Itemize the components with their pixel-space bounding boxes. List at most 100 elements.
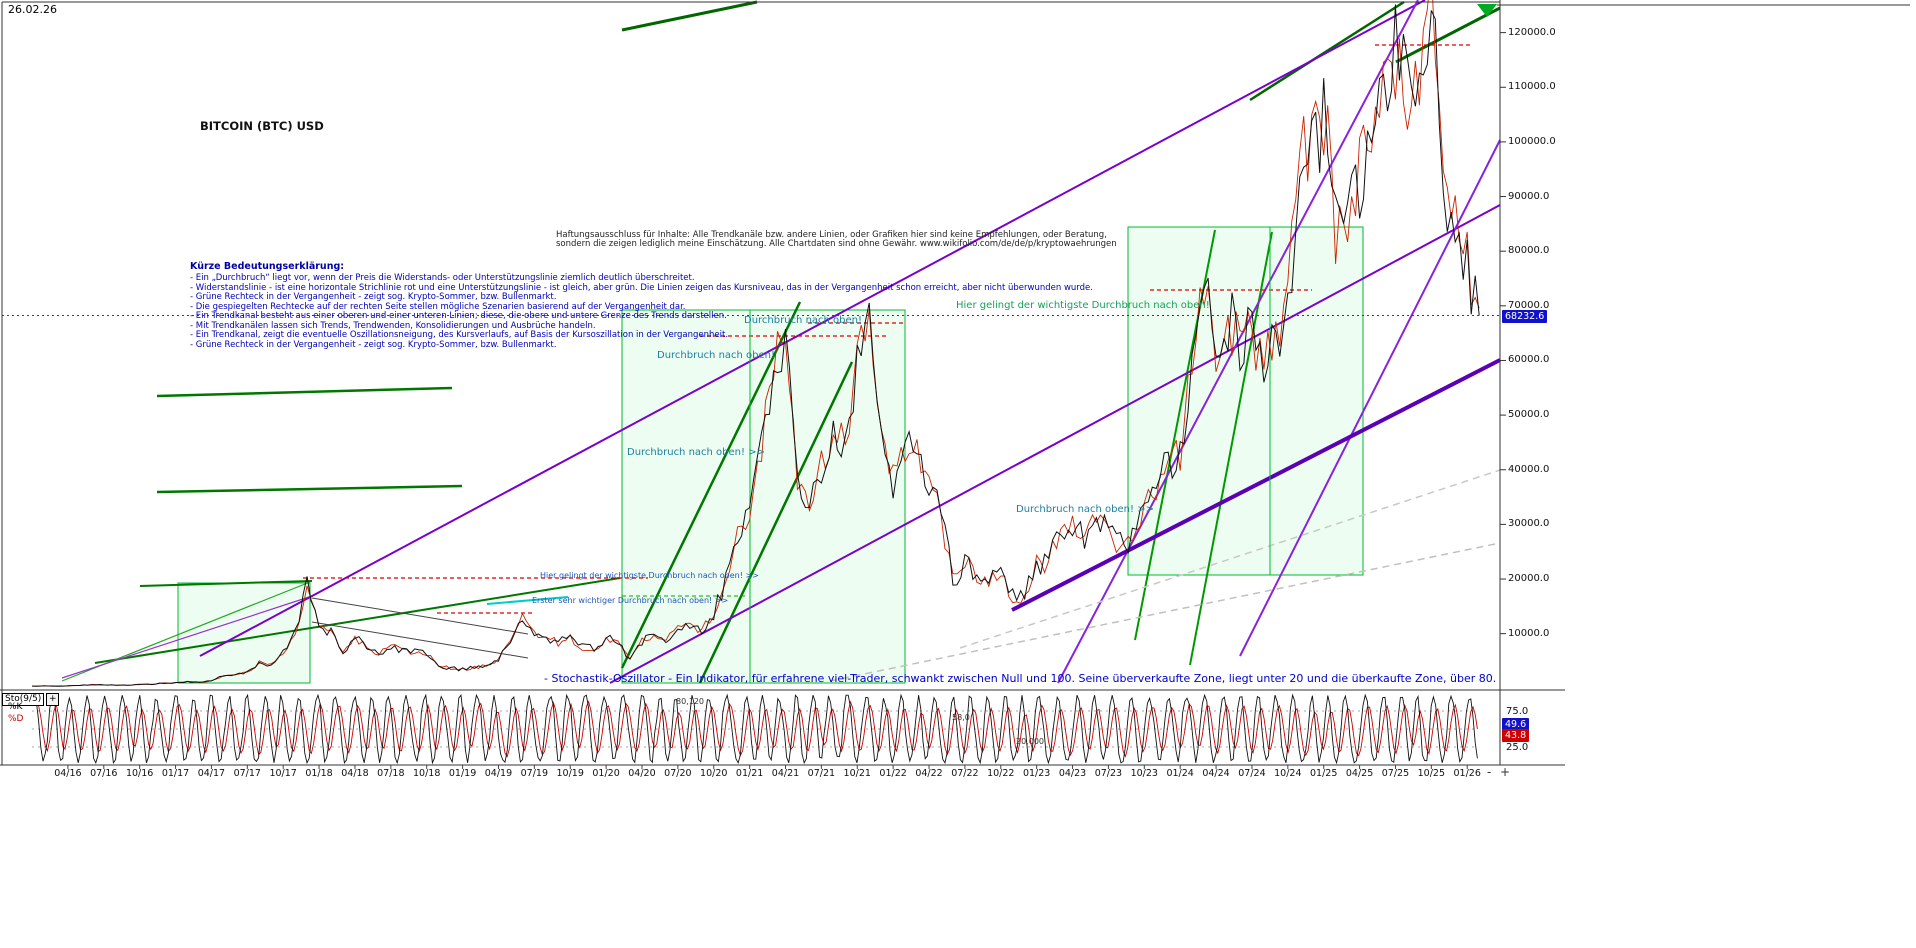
stoch-lower-label: 25.0 <box>1506 742 1529 753</box>
trend-line <box>1011 358 1501 612</box>
trend-line <box>620 301 802 669</box>
indicator-box: Sto(9/5) + <box>2 693 60 706</box>
x-axis-label: 10/17 <box>269 768 297 779</box>
y-axis-label: 70000.0 <box>1508 299 1550 311</box>
x-axis-label: 04/20 <box>628 768 656 779</box>
x-axis-label: 10/25 <box>1417 768 1446 779</box>
breakout-annotation: Hier gelingt der wichtigste Durchbruch n… <box>956 300 1210 311</box>
x-axis-label: 10/16 <box>125 768 154 779</box>
breakout-annotation: Durchbruch nach oben! <box>744 315 863 326</box>
y-axis-label: 120000.0 <box>1508 26 1556 38</box>
legend-line: - Ein Trendkanal, zeigt die eventuelle O… <box>190 330 729 341</box>
y-axis-label: 80000.0 <box>1508 245 1550 257</box>
x-axis-label: 10/23 <box>1130 768 1158 779</box>
breakout-annotation: Durchbruch nach oben! >> <box>1016 504 1154 515</box>
y-axis-label: 90000.0 <box>1508 190 1550 202</box>
breakout-annotation: Hier gelingt der wichtigste Durchbruch n… <box>540 571 759 580</box>
breakout-annotation: Durchbruch nach oben! >> <box>627 447 765 458</box>
y-axis-label: 20000.0 <box>1508 573 1550 585</box>
x-axis-label: 10/21 <box>843 768 871 779</box>
trend-line <box>621 0 758 32</box>
stoch-d-label: %D <box>8 714 24 724</box>
y-axis-label: 50000.0 <box>1508 409 1550 421</box>
x-axis-label: 07/25 <box>1381 768 1410 779</box>
x-axis-label: 07/16 <box>90 768 118 779</box>
y-axis-label: 60000.0 <box>1508 354 1550 366</box>
x-axis-label: 04/21 <box>771 768 800 779</box>
bull-market-rectangle <box>1127 226 1364 576</box>
trend-line <box>61 595 313 679</box>
current-price-tag: 68232.6 <box>1502 310 1548 323</box>
zoom-out-button[interactable]: - <box>1487 765 1492 779</box>
indicator-label[interactable]: Sto(9/5) <box>2 693 45 706</box>
page-title: BITCOIN (BTC) USD <box>200 119 324 133</box>
stoch-k-line <box>31 693 1478 765</box>
x-axis-label: 01/17 <box>161 768 190 779</box>
trend-line <box>139 580 313 587</box>
stoch-d-line <box>31 699 1478 758</box>
x-axis-label: 01/22 <box>879 768 907 779</box>
x-axis-label: 07/23 <box>1094 768 1123 779</box>
x-axis-label: 10/22 <box>987 768 1015 779</box>
x-axis-label: 10/20 <box>700 768 728 779</box>
disclaimer-line-2: sondern die zeigen lediglich meine Einsc… <box>556 239 1117 249</box>
x-axis-label: 04/25 <box>1345 768 1374 779</box>
x-axis-label: 01/20 <box>592 768 620 779</box>
x-axis-label: 01/25 <box>1309 768 1338 779</box>
trend-line <box>1239 139 1501 657</box>
y-axis-label: 40000.0 <box>1508 463 1550 475</box>
trend-line <box>1249 0 1405 102</box>
x-axis-label: 01/21 <box>735 768 764 779</box>
trend-line <box>829 542 1501 682</box>
x-axis-label: 04/19 <box>484 768 513 779</box>
legend-line: - Ein „Durchbruch“ liegt vor, wenn der P… <box>190 273 695 284</box>
x-axis-label: 01/26 <box>1453 768 1481 779</box>
price-series-red <box>31 0 1480 687</box>
x-axis-label: 01/18 <box>305 768 333 779</box>
disclaimer-text: Haftungsausschluss für Inhalte: Alle Tre… <box>556 231 1117 249</box>
legend-title: Kürze Bedeutungserklärung: <box>190 261 345 272</box>
stoch-inpanel-label: 58,0 <box>952 713 970 722</box>
stoch-d-tag: 43.8 <box>1502 729 1530 742</box>
x-axis-label: 04/17 <box>197 768 226 779</box>
zoom-in-button[interactable]: + <box>1500 765 1511 779</box>
trend-line <box>156 484 463 494</box>
legend-line: - Widerstandslinie - ist eine horizontal… <box>190 282 1093 293</box>
x-axis-label: 07/20 <box>664 768 692 779</box>
y-axis-label: 100000.0 <box>1508 135 1556 147</box>
x-axis-label: 01/24 <box>1166 768 1194 779</box>
x-axis-label: 04/18 <box>341 768 369 779</box>
x-axis-label: 01/19 <box>448 768 477 779</box>
breakout-annotation: Erster sehr wichtiger Durchbruch nach ob… <box>532 596 729 605</box>
legend-line: - Die gespiegelten Rechtecke auf der rec… <box>190 301 686 312</box>
stoch-upper-label: 75.0 <box>1506 706 1529 717</box>
legend-block: Kürze Bedeutungserklärung: - Ein „Durchb… <box>190 261 1093 350</box>
y-axis-label: 10000.0 <box>1508 627 1550 639</box>
breakout-annotation: Durchbruch nach oben! <box>657 350 776 361</box>
x-axis-label: 07/17 <box>233 768 261 779</box>
trend-line <box>609 204 1501 684</box>
x-axis-label: 07/19 <box>520 768 549 779</box>
trend-line <box>94 577 621 664</box>
indicator-add-button[interactable]: + <box>46 693 60 706</box>
x-axis-label: 07/24 <box>1238 768 1266 779</box>
x-axis-label: 04/22 <box>915 768 943 779</box>
stoch-inpanel-label: 20,000 <box>1016 737 1044 746</box>
trend-line <box>486 596 569 605</box>
trend-line <box>311 597 529 635</box>
trend-line <box>698 361 854 684</box>
x-axis-label: 04/24 <box>1202 768 1230 779</box>
down-arrow-marker-icon <box>1477 4 1497 17</box>
x-axis-label: 07/21 <box>807 768 836 779</box>
x-axis-label: 04/16 <box>54 768 82 779</box>
trend-line <box>311 621 529 659</box>
stochastic-description: - Stochastik-Oszillator - Ein Indikator,… <box>544 672 1497 685</box>
x-axis-label: 07/18 <box>377 768 405 779</box>
legend-line: - Ein Trendkanal besteht aus einer obere… <box>190 311 727 322</box>
legend-line: - Grüne Rechteck in der Vergangenheit - … <box>190 339 557 350</box>
y-axis-label: 30000.0 <box>1508 518 1550 530</box>
legend-line: - Mit Trendkanälen lassen sich Trends, T… <box>190 320 596 331</box>
trend-line <box>959 469 1501 649</box>
